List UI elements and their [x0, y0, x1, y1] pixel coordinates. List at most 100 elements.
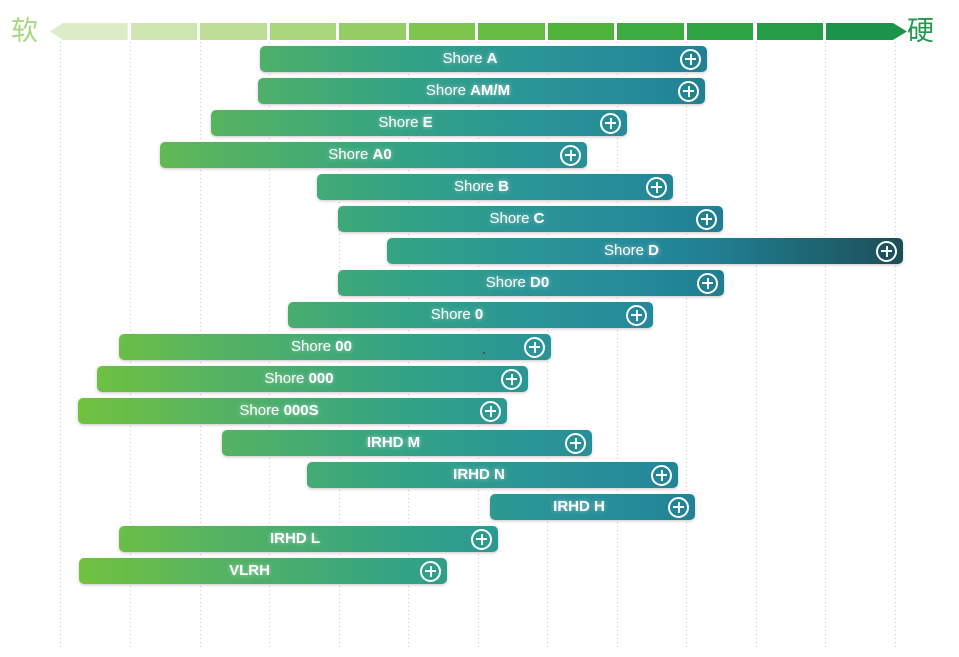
scale-segment — [339, 23, 406, 40]
bar-label: Shore A — [260, 46, 680, 72]
plus-circle-icon[interactable] — [565, 432, 586, 454]
scale-segment — [269, 23, 337, 40]
scale-segment — [686, 23, 754, 40]
bar-label-prefix: Shore — [442, 50, 487, 67]
gridline — [755, 42, 757, 648]
bar-label-prefix: Shore — [425, 82, 471, 99]
bar-vlrh[interactable]: VLRH — [79, 558, 447, 584]
plus-circle-icon[interactable] — [696, 208, 717, 230]
bar-label: IRHD M — [222, 430, 565, 456]
bar-label-suffix: D0 — [530, 274, 550, 291]
scale-segment — [200, 23, 267, 40]
plus-circle-icon[interactable] — [651, 464, 672, 486]
bar-irhd-h[interactable]: IRHD H — [490, 494, 695, 520]
bar-shore-000s[interactable]: Shore 000S — [78, 398, 507, 424]
bar-label-prefix: Shore — [239, 402, 284, 419]
bar-irhd-n[interactable]: IRHD N — [307, 462, 678, 488]
bar-shore-00[interactable]: Shore 00 — [119, 334, 551, 360]
bar-label-suffix: 00 — [335, 338, 352, 355]
bar-irhd-l[interactable]: IRHD L — [119, 526, 498, 552]
bar-label: Shore 0 — [288, 302, 626, 328]
scale-segment — [756, 23, 824, 40]
bar-label: Shore E — [211, 110, 600, 136]
bar-label: Shore AM/M — [258, 78, 678, 104]
bar-label: Shore C — [338, 206, 696, 232]
scale-segment — [617, 23, 684, 40]
bar-label: Shore 000S — [78, 398, 480, 424]
bar-label-prefix: Shore — [291, 338, 336, 355]
bar-label-prefix: Shore — [489, 210, 534, 227]
bar-label-suffix: A — [486, 50, 498, 67]
bar-irhd-m[interactable]: IRHD M — [222, 430, 592, 456]
bar-label-suffix: IRHD H — [553, 498, 605, 515]
bar-label: VLRH — [79, 558, 420, 584]
bar-label: Shore 00 — [119, 334, 524, 360]
scale-segment — [50, 23, 128, 40]
plus-circle-icon[interactable] — [626, 304, 647, 326]
plus-circle-icon[interactable] — [471, 528, 492, 550]
bar-shore-d0[interactable]: Shore D0 — [338, 270, 724, 296]
bar-label-prefix: Shore — [378, 114, 423, 131]
bar-shore-am-m[interactable]: Shore AM/M — [258, 78, 705, 104]
gridline — [825, 42, 827, 648]
bar-label-suffix: D — [648, 242, 660, 259]
bar-label: IRHD H — [490, 494, 668, 520]
plus-circle-icon[interactable] — [480, 400, 501, 422]
bar-label-suffix: IRHD N — [453, 466, 505, 483]
bar-shore-0[interactable]: Shore 0 — [288, 302, 653, 328]
bar-shore-a0[interactable]: Shore A0 — [160, 142, 587, 168]
bar-label-prefix: Shore — [264, 370, 309, 387]
plus-circle-icon[interactable] — [680, 48, 701, 70]
gridline — [895, 42, 896, 648]
plus-circle-icon[interactable] — [876, 240, 897, 262]
bar-label: IRHD N — [307, 462, 651, 488]
plus-circle-icon[interactable] — [697, 272, 718, 294]
bar-label: Shore D0 — [338, 270, 697, 296]
bar-shore-a[interactable]: Shore A — [260, 46, 707, 72]
bar-shore-000[interactable]: Shore 000 — [97, 366, 528, 392]
bar-label-suffix: 000S — [283, 402, 319, 419]
scale-segment — [478, 23, 545, 40]
gridline — [616, 42, 618, 648]
bar-shore-d[interactable]: Shore D — [387, 238, 903, 264]
scale-segment — [130, 23, 198, 40]
plus-circle-icon[interactable] — [600, 112, 621, 134]
axis-soft-label: 软 — [11, 16, 38, 46]
bar-label-suffix: IRHD M — [366, 434, 421, 451]
bar-label-suffix: IRHD L — [270, 530, 320, 547]
plus-circle-icon[interactable] — [501, 368, 522, 390]
bar-label: Shore B — [317, 174, 646, 200]
bar-label-suffix: 000 — [308, 370, 334, 387]
gridline — [60, 42, 62, 648]
gridline — [686, 42, 688, 648]
scale-segment — [547, 23, 615, 40]
bar-label: Shore 000 — [97, 366, 501, 392]
plus-circle-icon[interactable] — [420, 560, 441, 582]
bar-label-prefix: Shore — [485, 274, 530, 291]
bar-shore-c[interactable]: Shore C — [338, 206, 723, 232]
bar-label-suffix: 0 — [474, 306, 484, 323]
axis-hard-label: 硬 — [907, 16, 934, 46]
bar-label-suffix: VLRH — [229, 562, 270, 579]
scale-segment — [826, 23, 907, 40]
stray-dot — [483, 352, 485, 354]
bar-label: Shore D — [387, 238, 876, 264]
bar-shore-b[interactable]: Shore B — [317, 174, 673, 200]
bar-label: IRHD L — [119, 526, 471, 552]
plus-circle-icon[interactable] — [560, 144, 581, 166]
bar-label-suffix: E — [422, 114, 433, 131]
bar-label-prefix: Shore — [453, 178, 499, 195]
bar-label-suffix: C — [533, 210, 545, 227]
bar-label-prefix: Shore — [603, 242, 649, 259]
plus-circle-icon[interactable] — [646, 176, 667, 198]
bar-label: Shore A0 — [160, 142, 560, 168]
bar-label-suffix: A0 — [372, 146, 392, 163]
plus-circle-icon[interactable] — [668, 496, 689, 518]
bar-label-suffix: AM/M — [470, 82, 511, 99]
bar-label-prefix: Shore — [430, 306, 475, 323]
plus-circle-icon[interactable] — [524, 336, 545, 358]
scale-segment — [408, 23, 476, 40]
bar-shore-e[interactable]: Shore E — [211, 110, 627, 136]
plus-circle-icon[interactable] — [678, 80, 699, 102]
